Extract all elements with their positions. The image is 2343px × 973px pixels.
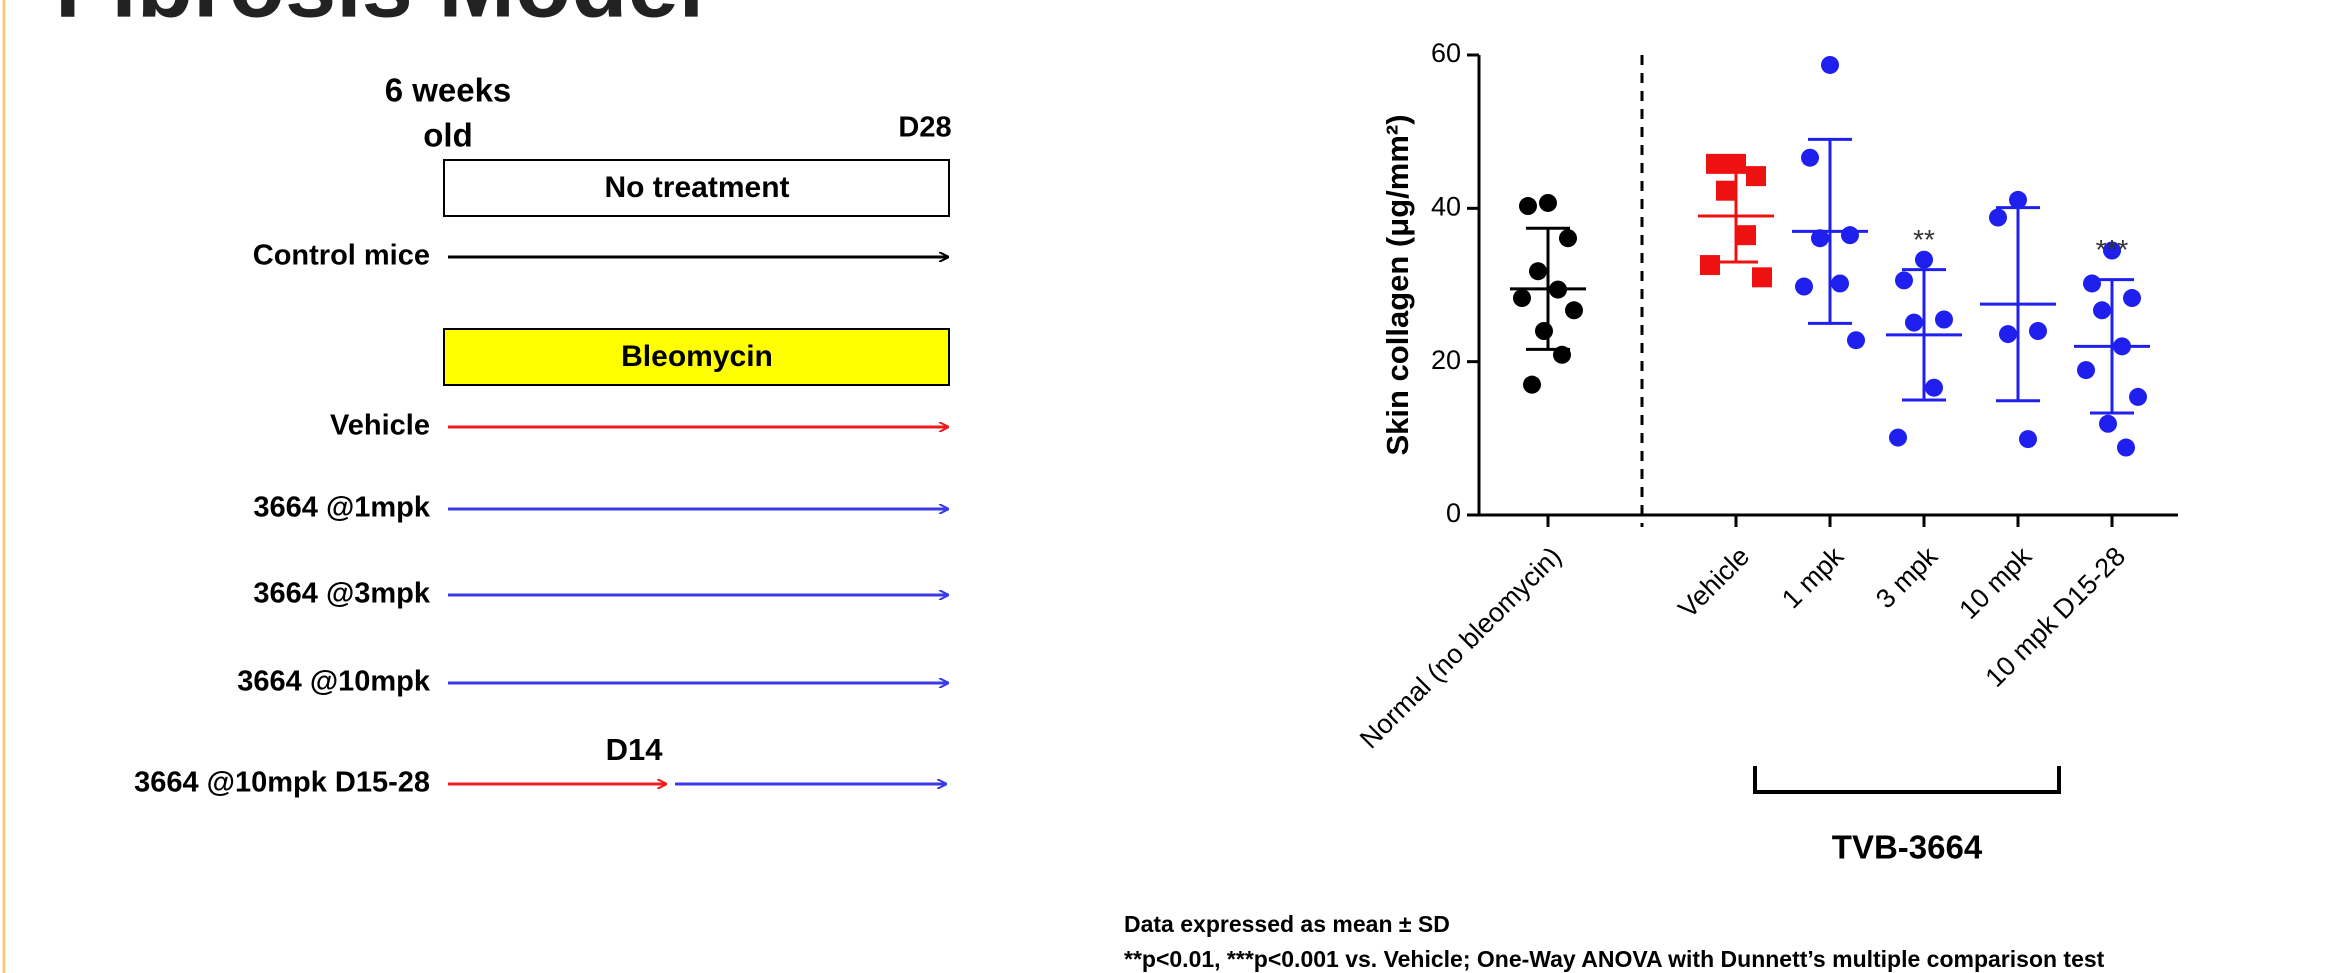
group-label: 3664 @10mpk D15-28 xyxy=(134,767,430,799)
x-tick-label: 10 mpk xyxy=(1953,541,2037,625)
data-point xyxy=(2099,414,2117,433)
data-point xyxy=(1989,208,2007,227)
data-point xyxy=(2009,190,2027,209)
data-point xyxy=(1716,180,1736,201)
data-point xyxy=(2123,289,2141,308)
significance-label: ** xyxy=(1913,224,1935,255)
age-label: old xyxy=(423,117,472,154)
data-point xyxy=(1895,271,1913,290)
x-tick-label: Normal (no bleomycin) xyxy=(1354,541,1567,754)
slide-title: Fibrosis Model xyxy=(55,0,704,36)
footnote: **p<0.01, ***p<0.001 vs. Vehicle; One-Wa… xyxy=(1124,946,2105,972)
data-point xyxy=(1529,262,1547,281)
data-point xyxy=(1523,375,1541,394)
group-label: 3664 @10mpk xyxy=(237,666,431,698)
end-label: D28 xyxy=(898,112,951,144)
data-point xyxy=(1736,225,1756,246)
data-point xyxy=(1935,310,1953,329)
group-label: Vehicle xyxy=(330,410,430,442)
data-point xyxy=(1513,289,1531,308)
treatment-box xyxy=(443,328,950,386)
data-point xyxy=(1539,193,1557,212)
y-tick-label: 0 xyxy=(1446,498,1461,528)
data-point xyxy=(2129,387,2147,406)
footnote: Data expressed as mean ± SD xyxy=(1124,911,1450,937)
treatment-box-label: No treatment xyxy=(604,171,789,204)
data-point xyxy=(1905,313,1923,332)
treatment-box-label: Bleomycin xyxy=(621,340,773,373)
data-point xyxy=(1915,250,1933,269)
treatment-box xyxy=(443,159,950,217)
data-point xyxy=(1519,197,1537,216)
data-point xyxy=(1795,277,1813,296)
x-tick-label: 3 mpk xyxy=(1870,541,1944,615)
data-point xyxy=(1811,229,1829,248)
group-label: 3664 @3mpk xyxy=(253,578,430,610)
age-label: 6 weeks xyxy=(385,72,512,109)
data-point xyxy=(1889,428,1907,447)
data-point xyxy=(2077,361,2095,380)
significance-label: *** xyxy=(2096,234,2129,265)
data-point xyxy=(2083,274,2101,293)
data-point xyxy=(2103,241,2121,260)
data-point xyxy=(1700,255,1720,276)
data-point xyxy=(1925,378,1943,397)
mid-label: D14 xyxy=(606,732,664,767)
y-tick-label: 60 xyxy=(1431,38,1461,68)
data-point xyxy=(1841,226,1859,245)
group-label: TVB-3664 xyxy=(1832,829,1983,866)
data-point xyxy=(2019,430,2037,449)
group-label: Control mice xyxy=(253,240,430,272)
data-point xyxy=(1535,322,1553,340)
data-point xyxy=(1999,325,2017,344)
data-point xyxy=(2093,301,2111,320)
group-bracket xyxy=(1753,766,2061,794)
x-tick-label: Vehicle xyxy=(1672,541,1755,624)
y-axis-label: Skin collagen (μg/mm²) xyxy=(1380,114,1415,455)
data-point xyxy=(1565,301,1583,320)
y-tick-label: 40 xyxy=(1431,191,1461,221)
data-point xyxy=(1831,274,1849,293)
data-point xyxy=(1801,148,1819,167)
data-point xyxy=(2117,438,2135,457)
data-point xyxy=(1847,331,1865,350)
group-label: 3664 @1mpk xyxy=(253,492,430,524)
data-point xyxy=(1821,55,1839,74)
data-point xyxy=(1559,229,1577,248)
data-point xyxy=(2029,322,2047,340)
timeline-diagram: 6 weeks old D28 D14 No treatment Bleomyci… xyxy=(134,72,952,799)
chart: 0 20 40 60 Skin collagen (μg/mm²) Normal (no … xyxy=(1354,38,2178,866)
data-point xyxy=(1752,267,1772,288)
y-tick-label: 20 xyxy=(1431,345,1461,375)
x-tick-label: 1 mpk xyxy=(1776,541,1850,615)
